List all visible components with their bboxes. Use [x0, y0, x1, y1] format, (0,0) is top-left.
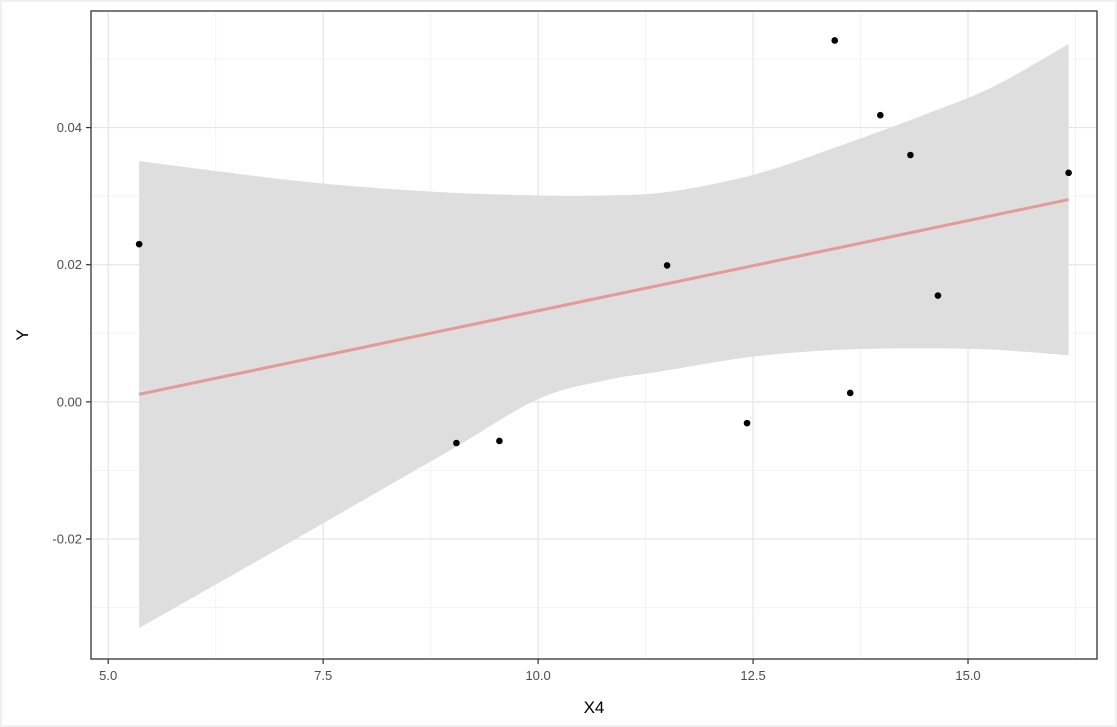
y-tick-label: 0.02 [57, 257, 82, 272]
regression-line [138, 198, 1069, 396]
fit-line-layer [138, 198, 1069, 396]
x-tick-label: 12.5 [740, 668, 765, 683]
data-point [743, 419, 751, 427]
data-point [496, 437, 503, 445]
data-point [1065, 169, 1072, 177]
x-axis-ticks: 5.0 7.5 10.0 12.5 15.0 [99, 659, 981, 683]
confidence-band [139, 43, 1069, 629]
data-point [846, 389, 854, 397]
y-tick-label: 0.04 [57, 120, 82, 135]
data-point [934, 292, 942, 299]
data-point [877, 111, 884, 119]
confidence-band-layer [139, 43, 1069, 629]
y-axis-ticks: -0.02 0.00 0.02 0.04 [52, 120, 91, 547]
y-tick-label: 0.00 [57, 394, 82, 409]
data-point [663, 262, 671, 269]
x-tick-label: 15.0 [955, 668, 980, 683]
x-tick-label: 5.0 [99, 668, 117, 683]
x-tick-label: 10.0 [525, 668, 550, 683]
data-point [831, 37, 839, 44]
data-points-layer [135, 37, 1072, 447]
x-axis-title: X4 [584, 698, 605, 717]
y-tick-label: -0.02 [52, 532, 82, 547]
panel-border [90, 10, 1098, 660]
data-point [453, 439, 460, 447]
data-point [907, 151, 914, 159]
x-tick-label: 7.5 [314, 668, 332, 683]
y-axis-title: Y [13, 329, 32, 340]
data-point [135, 240, 143, 248]
